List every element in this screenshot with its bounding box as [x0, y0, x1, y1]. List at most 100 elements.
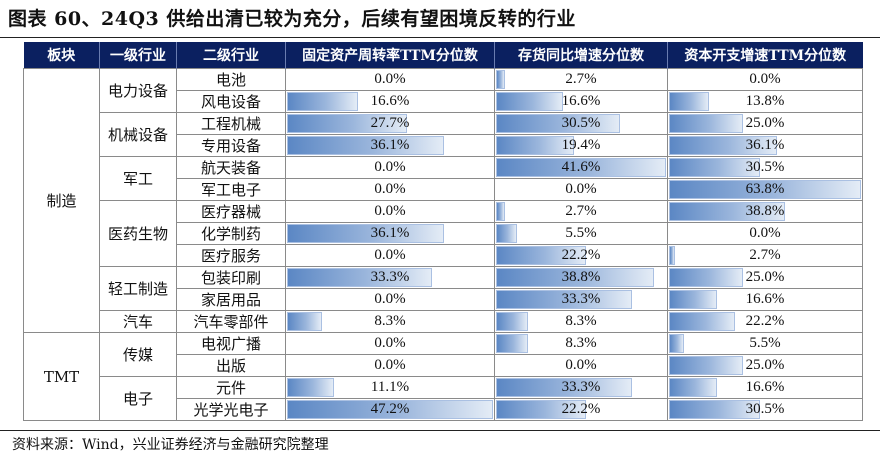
table-row: 化学制药 36.1% 5.5% 0.0% [24, 222, 863, 245]
level2-industry-cell: 电池 [176, 68, 286, 91]
data-bar [496, 92, 563, 111]
data-bar [496, 400, 586, 419]
capex-percentile-cell: 13.8% [667, 90, 863, 113]
fa-percentile-cell: 47.2% [285, 398, 495, 421]
percentile-value: 11.1% [370, 379, 410, 395]
percentile-value: 19.4% [561, 137, 601, 153]
level2-industry-cell: 包装印刷 [176, 266, 286, 289]
percentile-value: 16.6% [561, 93, 601, 109]
percentile-value: 0.0% [374, 159, 406, 175]
table-row: 光学光电子 47.2% 22.2% 30.5% [24, 398, 863, 421]
capex-percentile-cell: 36.1% [667, 134, 863, 157]
fa-percentile-cell: 0.0% [285, 156, 495, 179]
level2-industry-cell: 汽车零部件 [176, 310, 286, 333]
percentile-value: 30.5% [745, 159, 785, 175]
data-bar [669, 246, 676, 265]
data-bar [287, 92, 359, 111]
data-bar [669, 114, 744, 133]
fa-percentile-cell: 0.0% [285, 332, 495, 355]
fa-percentile-cell: 0.0% [285, 354, 495, 377]
percentile-value: 0.0% [565, 357, 597, 373]
percentile-value: 33.3% [561, 379, 601, 395]
percentile-value: 8.3% [565, 313, 597, 329]
header-sector: 板块 [23, 42, 100, 69]
percentile-value: 36.1% [745, 137, 785, 153]
level2-industry-cell: 光学光电子 [176, 398, 286, 421]
data-bar [287, 378, 334, 397]
level2-industry-cell: 军工电子 [176, 178, 286, 201]
header-row: 板块 一级行业 二级行业 固定资产周转率TTM分位数 存货同比增速分位数 资本开… [23, 42, 863, 69]
percentile-value: 22.2% [561, 247, 601, 263]
percentile-value: 33.3% [561, 291, 601, 307]
data-bar [669, 268, 744, 287]
table-row: 医药生物 医疗器械 0.0% 2.7% 38.8% [24, 200, 863, 267]
table-row: 机械设备 工程机械 27.7% 30.5% 25.0% [24, 112, 863, 157]
sector-cell: 制造 [23, 68, 100, 333]
percentile-value: 22.2% [745, 313, 785, 329]
data-bar [287, 224, 445, 243]
top-rule [0, 37, 880, 38]
source-note: 资料来源：Wind，兴业证券经济与金融研究院整理 [12, 437, 329, 453]
capex-percentile-cell: 0.0% [667, 68, 863, 91]
level2-industry-cell: 元件 [176, 376, 286, 399]
data-bar [496, 158, 666, 177]
percentile-value: 36.1% [370, 137, 410, 153]
data-bar [496, 224, 517, 243]
capex-percentile-cell: 16.6% [667, 376, 863, 399]
level2-industry-cell: 工程机械 [176, 112, 286, 135]
fa-percentile-cell: 11.1% [285, 376, 495, 399]
level1-industry-cell: 军工 [99, 156, 177, 201]
data-bar [496, 114, 621, 133]
inv-percentile-cell: 22.2% [494, 398, 668, 421]
percentile-value: 30.5% [561, 115, 601, 131]
data-bar [287, 312, 322, 331]
capex-percentile-cell: 25.0% [667, 354, 863, 377]
capex-percentile-cell: 38.8% [667, 200, 863, 223]
fa-percentile-cell: 16.6% [285, 90, 495, 113]
data-bar [669, 356, 744, 375]
fa-percentile-cell: 0.0% [285, 68, 495, 91]
data-bar [669, 312, 735, 331]
percentile-value: 25.0% [745, 357, 785, 373]
data-bar [669, 136, 777, 155]
level2-industry-cell: 电视广播 [176, 332, 286, 355]
inv-percentile-cell: 0.0% [494, 354, 668, 377]
inv-percentile-cell: 2.7% [494, 68, 668, 91]
percentile-value: 0.0% [374, 335, 406, 351]
inv-percentile-cell: 5.5% [494, 222, 668, 245]
data-bar [669, 202, 785, 221]
table-row: 制造 电力设备 电池 0.0% 2.7% 0.0% [23, 68, 863, 333]
percentile-value: 0.0% [374, 181, 406, 197]
level1-industry-cell: 电力设备 [99, 68, 177, 113]
percentile-value: 0.0% [749, 71, 781, 87]
bottom-rule [0, 430, 880, 431]
percentile-value: 25.0% [745, 269, 785, 285]
percentile-value: 2.7% [749, 247, 781, 263]
data-bar [496, 378, 632, 397]
data-bar [496, 312, 529, 331]
percentile-value: 47.2% [370, 401, 410, 417]
inv-percentile-cell: 22.2% [494, 244, 668, 267]
percentile-value: 0.0% [374, 247, 406, 263]
percentile-value: 5.5% [749, 335, 781, 351]
level2-industry-cell: 航天装备 [176, 156, 286, 179]
inv-percentile-cell: 41.6% [494, 156, 668, 179]
level1-industry-cell: 医药生物 [99, 200, 177, 267]
percentile-value: 0.0% [565, 181, 597, 197]
inv-percentile-cell: 33.3% [494, 376, 668, 399]
capex-percentile-cell: 16.6% [667, 288, 863, 311]
level2-industry-cell: 化学制药 [176, 222, 286, 245]
capex-percentile-cell: 30.5% [667, 156, 863, 179]
data-bar [669, 378, 718, 397]
inv-percentile-cell: 33.3% [494, 288, 668, 311]
inv-percentile-cell: 0.0% [494, 178, 668, 201]
capex-percentile-cell: 30.5% [667, 398, 863, 421]
capex-percentile-cell: 2.7% [667, 244, 863, 267]
data-bar [669, 334, 684, 353]
industry-table: 板块 一级行业 二级行业 固定资产周转率TTM分位数 存货同比增速分位数 资本开… [23, 42, 863, 421]
percentile-value: 22.2% [561, 401, 601, 417]
fa-percentile-cell: 33.3% [285, 266, 495, 289]
table-row: 家居用品 0.0% 33.3% 16.6% [24, 288, 863, 311]
header-level2: 二级行业 [176, 42, 286, 69]
fa-percentile-cell: 0.0% [285, 178, 495, 201]
